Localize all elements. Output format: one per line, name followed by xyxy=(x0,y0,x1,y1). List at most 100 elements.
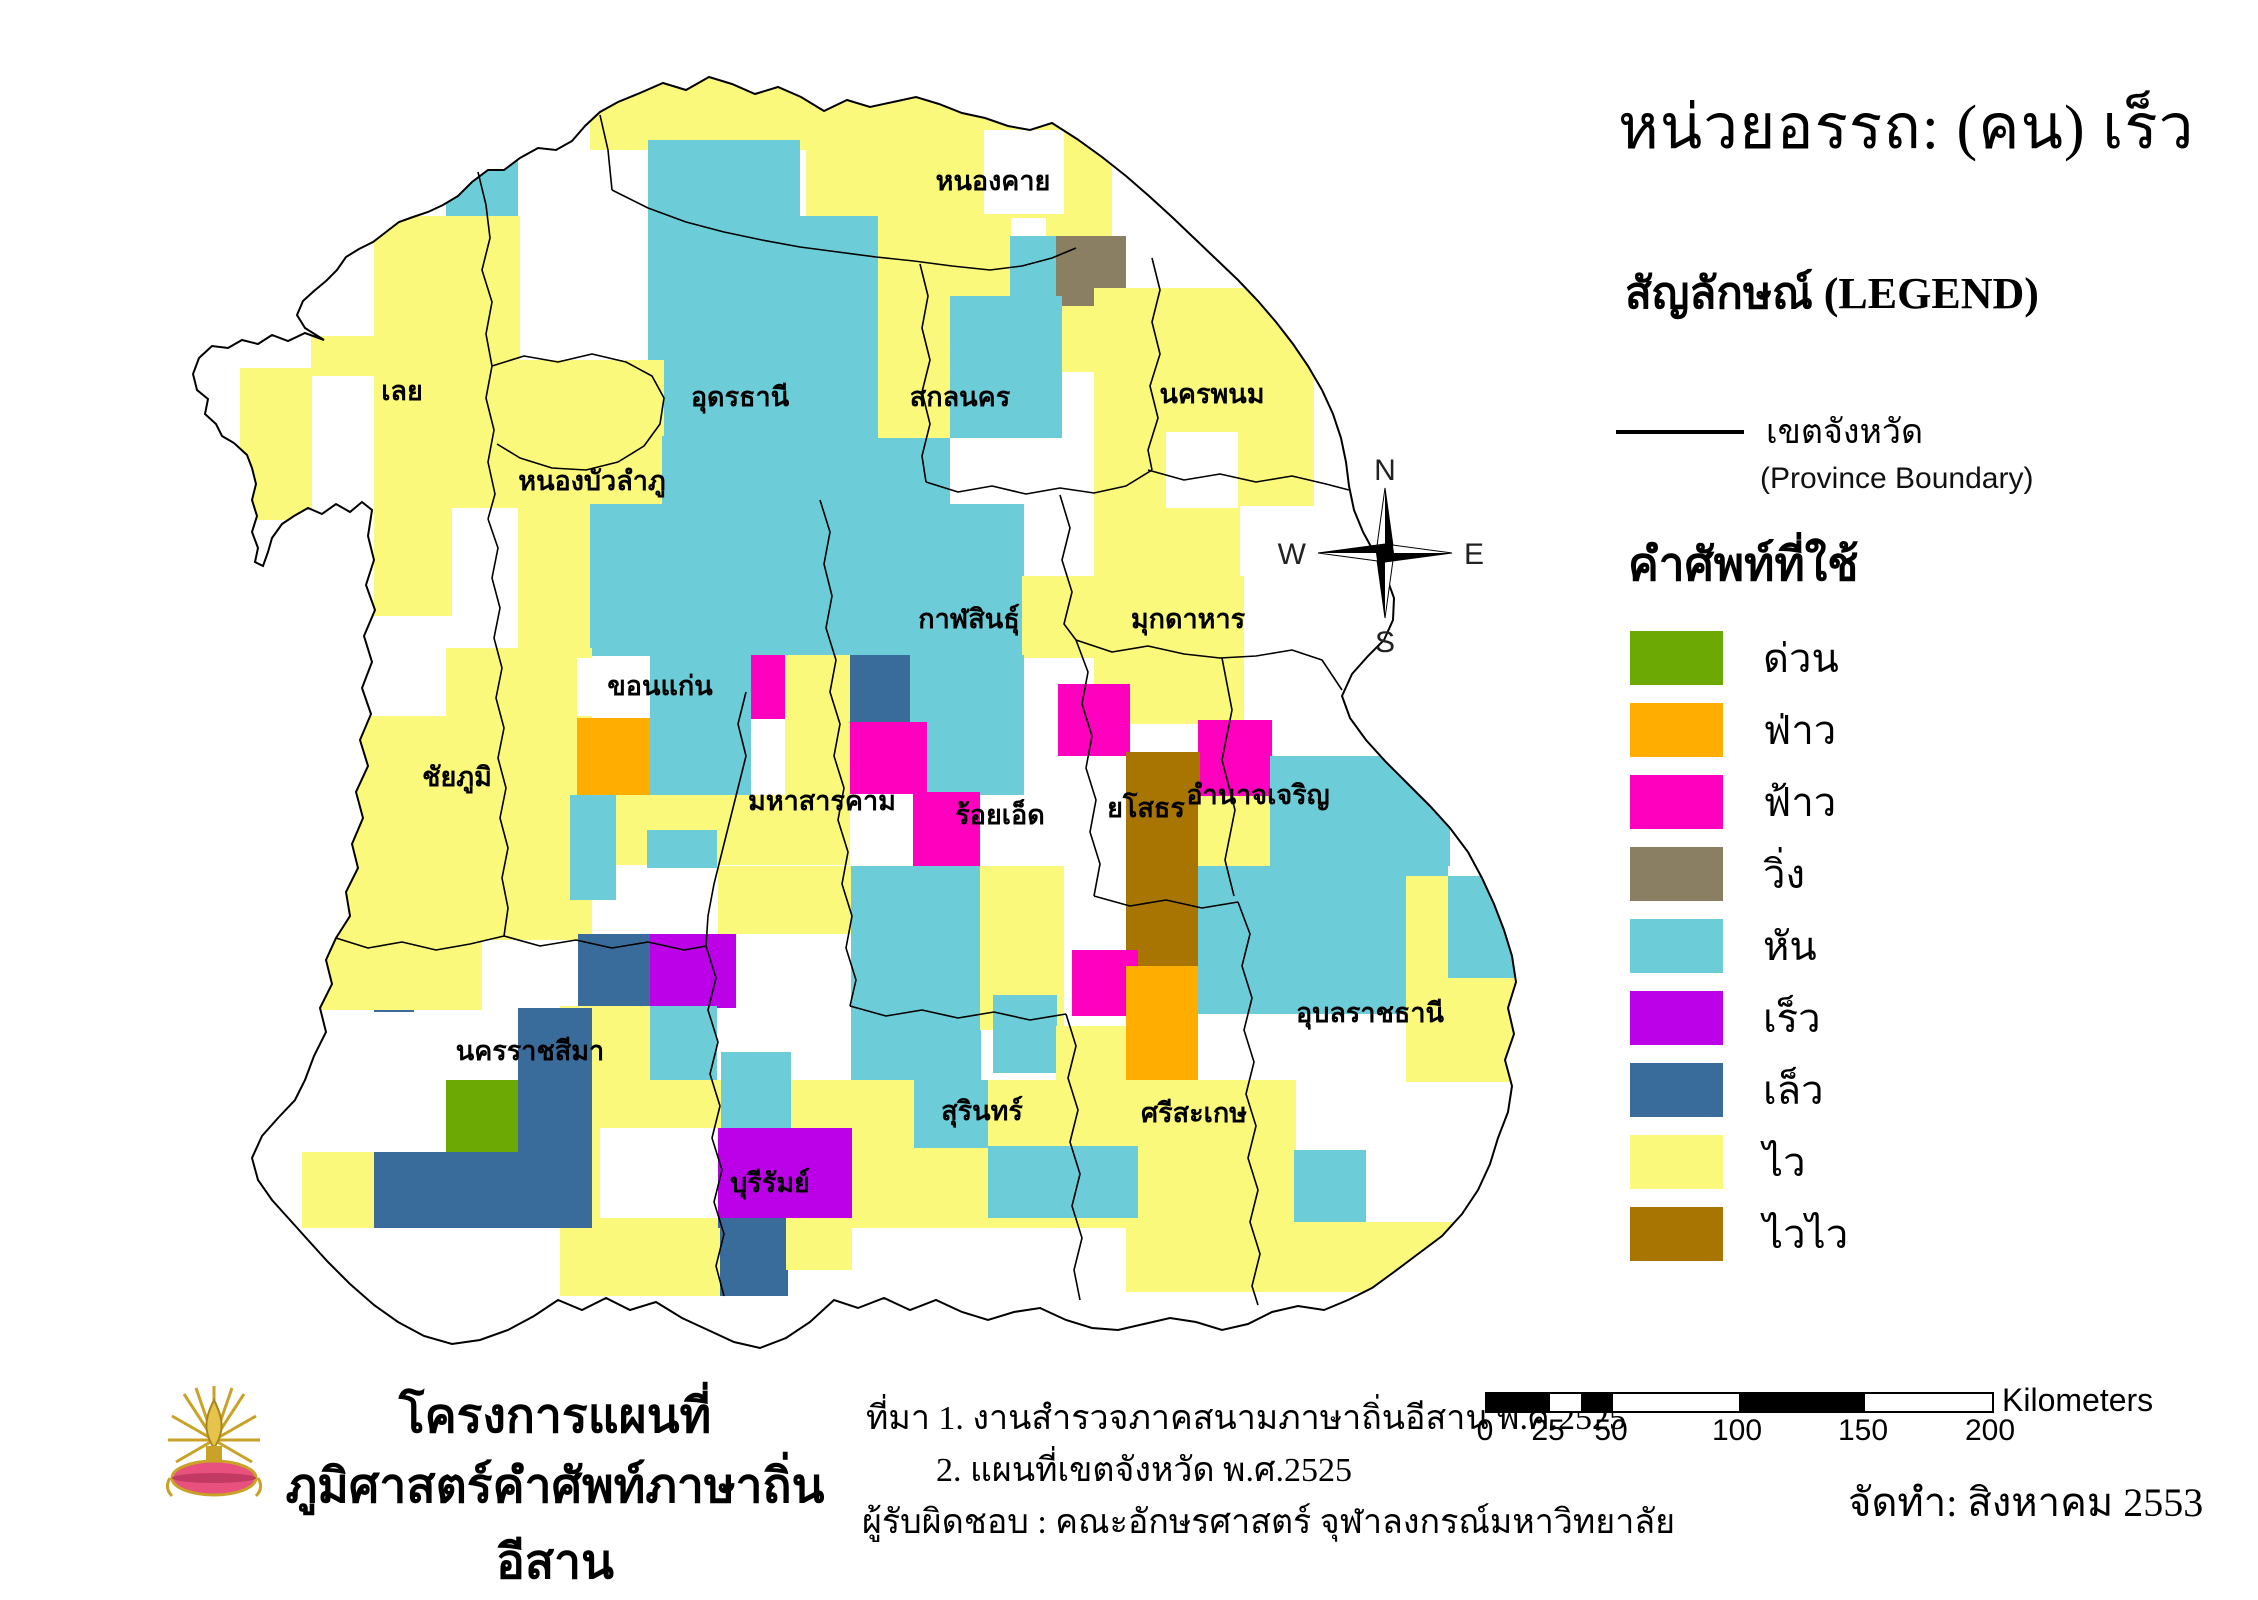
compass-s-label: S xyxy=(1375,626,1395,659)
map-cell xyxy=(518,1008,592,1156)
legend-swatch xyxy=(1630,1135,1723,1189)
province-label: กาฬสินธุ์ xyxy=(918,603,1019,636)
compass-rose: N S W E xyxy=(1278,454,1484,659)
legend-term: วิ่ง xyxy=(1763,852,1805,897)
boundary-label-thai: เขตจังหวัด xyxy=(1766,414,1924,451)
legend-swatch xyxy=(1630,919,1723,973)
legend-item: ไว xyxy=(1630,1126,1848,1198)
province-label: อุบลราชธานี xyxy=(1296,998,1445,1030)
boundary-label-english: (Province Boundary) xyxy=(1760,462,2034,495)
map-cell xyxy=(718,1218,788,1296)
legend-term: เล็ว xyxy=(1763,1068,1824,1113)
province-label: อำนาจเจริญ xyxy=(1186,780,1329,811)
map-cell xyxy=(1198,720,1272,796)
scale-bar xyxy=(1485,1392,1994,1413)
map-cell xyxy=(751,655,785,719)
legend-item: เล็ว xyxy=(1630,1054,1848,1126)
map-cell xyxy=(913,792,980,866)
legend-swatch xyxy=(1630,631,1723,685)
map-cell xyxy=(914,1080,988,1148)
map-cell xyxy=(718,866,851,934)
scale-bar-tick: 50 xyxy=(1594,1414,1628,1447)
map-cell xyxy=(851,866,981,1082)
scale-bar-unit: Kilometers xyxy=(2002,1382,2154,1418)
province-label: ยโสธร xyxy=(1107,791,1185,823)
region-outline xyxy=(191,75,1518,1350)
map-cell xyxy=(950,296,1062,438)
legend-item: ด่วน xyxy=(1630,622,1848,694)
map-cell xyxy=(721,1052,791,1128)
map-cell xyxy=(927,722,1024,795)
legend-swatch xyxy=(1630,991,1723,1045)
map-cell xyxy=(311,336,381,376)
map-cell xyxy=(878,438,950,508)
legend-term: ไว xyxy=(1763,1140,1806,1185)
legend-swatch xyxy=(1630,1063,1723,1117)
map-cell xyxy=(935,216,1011,300)
legend-item: ไวไว xyxy=(1630,1198,1848,1270)
legend-item: เร็ว xyxy=(1630,982,1848,1054)
province-label: นครพนม xyxy=(1159,379,1264,409)
map-cell xyxy=(1058,684,1130,756)
province-boundary-line-symbol xyxy=(1616,430,1744,434)
dialect-cells-layer xyxy=(230,77,1516,1296)
legend-swatch xyxy=(1630,775,1723,829)
legend-item: ฟ้าว xyxy=(1630,766,1848,838)
province-boundaries xyxy=(335,114,1350,1306)
map-cell xyxy=(446,144,518,222)
legend-term: ไวไว xyxy=(1763,1212,1849,1257)
compass-e-label: E xyxy=(1464,538,1484,571)
province-label: ศรีสะเกษ xyxy=(1141,1098,1247,1128)
project-title-line1: โครงการแผนที่ xyxy=(398,1390,712,1443)
map-cell xyxy=(648,140,800,220)
scale-bar-tick: 200 xyxy=(1964,1414,2016,1447)
province-label: ขอนแก่น xyxy=(607,671,713,701)
map-cell xyxy=(650,1006,717,1082)
scale-bar-tick: 150 xyxy=(1837,1414,1889,1447)
map-cell xyxy=(850,655,910,722)
map-cell xyxy=(1022,576,1094,658)
map-cell xyxy=(302,1152,374,1228)
legend-term: หัน xyxy=(1763,924,1817,969)
map-cell xyxy=(1270,756,1450,866)
legend-swatch xyxy=(1630,703,1723,757)
map-cell xyxy=(1126,1080,1296,1292)
vocab-title: คำศัพท์ที่ใช้ xyxy=(1628,539,1859,590)
legend-item: วิ่ง xyxy=(1630,838,1848,910)
map-cell xyxy=(560,1228,720,1296)
map-cell xyxy=(718,1128,852,1218)
province-label: ชัยภูมิ xyxy=(422,762,492,794)
map-cell xyxy=(910,655,1024,722)
map-cell xyxy=(650,655,751,797)
compass-n-label: N xyxy=(1374,454,1396,487)
map-cell xyxy=(850,722,927,794)
legend-swatch xyxy=(1630,847,1723,901)
province-label: เลย xyxy=(381,376,423,406)
province-label: มุกดาหาร xyxy=(1131,604,1246,636)
legend-term: เร็ว xyxy=(1763,996,1821,1041)
map-cell xyxy=(988,1146,1138,1218)
legend-swatch xyxy=(1630,1207,1723,1261)
map-cell xyxy=(577,718,650,795)
map-cell xyxy=(993,995,1057,1073)
legend-item: ฟ่าว xyxy=(1630,694,1848,766)
map-cell xyxy=(1294,1150,1366,1222)
map-cell xyxy=(786,1218,852,1270)
map-cell xyxy=(647,830,717,868)
province-label: บุรีรัมย์ xyxy=(730,1167,810,1200)
map-cell xyxy=(570,795,616,900)
chula-logo xyxy=(165,1386,263,1498)
scale-bar-ticks: 0 25 50 100 150 200 xyxy=(1477,1414,2015,1454)
map-cell xyxy=(374,504,452,616)
map-cell xyxy=(1448,876,1516,978)
legend-term: ฟ้าว xyxy=(1763,780,1837,825)
scale-bar-tick: 25 xyxy=(1531,1414,1565,1447)
province-label: นครราชสีมา xyxy=(456,1036,604,1066)
made-by-date: จัดทำ: สิงหาคม 2553 xyxy=(1848,1480,2204,1525)
map-cell xyxy=(590,504,1024,656)
page-title: หน่วยอรรถ: (คน) เร็ว xyxy=(1618,94,2195,162)
scale-bar-segment xyxy=(1550,1394,1581,1411)
map-cell xyxy=(1126,966,1198,1080)
